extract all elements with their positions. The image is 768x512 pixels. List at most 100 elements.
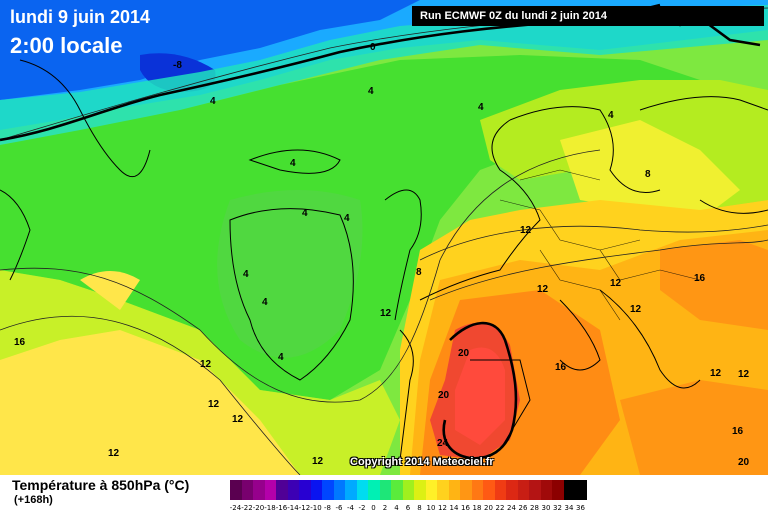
- colorbar-label: 12: [438, 504, 447, 512]
- colorbar-label: 8: [417, 504, 422, 512]
- yellow-zone-sw: [0, 330, 300, 475]
- iso-label: 16: [14, 337, 26, 348]
- colorbar-swatch: [575, 480, 587, 500]
- iso-label: 4: [262, 297, 268, 308]
- iso-label: 4: [608, 110, 614, 121]
- colorbar-swatch: [460, 480, 472, 500]
- colorbar-label: -18: [264, 504, 276, 512]
- colorbar-swatch: [552, 480, 564, 500]
- model-run-banner: Run ECMWF 0Z du lundi 2 juin 2014: [412, 6, 764, 26]
- colorbar-label: -24: [229, 504, 242, 512]
- colorbar-swatch: [563, 480, 575, 500]
- colorbar-swatch: [517, 480, 529, 500]
- colorbar-swatch: [230, 480, 242, 500]
- copyright: Copyright 2014 Meteociel.fr: [350, 456, 494, 468]
- colorbar-label: 18: [472, 504, 482, 512]
- colorbar-label: 32: [553, 504, 562, 512]
- orange-east: [660, 240, 768, 330]
- colorbar-swatch: [414, 480, 426, 500]
- iso-label: 24: [437, 438, 449, 449]
- colorbar-swatch: [299, 480, 311, 500]
- colorbar-label: 30: [541, 504, 551, 512]
- colorbar-label: -12: [298, 504, 311, 512]
- iso-label: 12: [380, 308, 392, 319]
- colorbar-label: 16: [461, 504, 470, 512]
- iso-label: 4: [368, 86, 374, 97]
- baltic-yellow: [560, 120, 740, 220]
- colorbar-swatch: [448, 480, 460, 500]
- yellow-zone-south: [80, 271, 140, 310]
- iso-label: 12: [710, 368, 722, 379]
- iso-label: 12: [232, 414, 244, 425]
- colorbar-swatch: [345, 480, 357, 500]
- iso-label: 12: [208, 399, 220, 410]
- colorbar-label: 34: [564, 504, 574, 512]
- colorbar-label: -20: [252, 504, 265, 512]
- forecast-date: lundi 9 juin 2014: [10, 7, 151, 27]
- iso-label: 16: [555, 362, 567, 373]
- colorbar-label: 0: [371, 504, 376, 512]
- colorbar-label: -8: [324, 504, 331, 512]
- colorbar-swatch: [241, 480, 253, 500]
- variable-title: Température à 850hPa (°C): [12, 477, 190, 493]
- iso-label: 20: [738, 457, 750, 468]
- iso-label: 4: [344, 213, 350, 224]
- iso-label: 20: [438, 390, 450, 401]
- iso-label: 20: [458, 348, 470, 359]
- iso-label: 4: [210, 96, 216, 107]
- colorbar-swatch: [483, 480, 495, 500]
- isotherm-zero: [0, 3, 661, 142]
- colorbar-label: -6: [335, 504, 343, 512]
- colorbar-swatch: [506, 480, 518, 500]
- colorbar-swatch: [391, 480, 403, 500]
- colorbar-label: 10: [426, 504, 436, 512]
- colorbar-label: 4: [394, 504, 399, 512]
- iso-label: 12: [610, 278, 622, 289]
- legend-footer: Température à 850hPa (°C) (+168h) -24 -22…: [0, 475, 768, 512]
- colorbar-label: 20: [484, 504, 493, 512]
- colorbar-label: -14: [287, 504, 299, 512]
- colorbar-swatch: [264, 480, 276, 500]
- colorbar-swatch: [287, 480, 299, 500]
- darker-green: [217, 190, 363, 358]
- isotherm-labels: 0 -8 4 4 4 4 8 12 12 16 12 12 12 12 16 1…: [14, 42, 750, 468]
- colorbar-swatch: [425, 480, 437, 500]
- colorbar-swatch: [494, 480, 506, 500]
- iso-label: 12: [630, 304, 642, 315]
- colorbar-label: -2: [358, 504, 366, 512]
- colorbar-label: 2: [382, 504, 388, 512]
- iso-label: 8: [416, 267, 422, 278]
- iso-label: 12: [312, 456, 324, 467]
- colorbar-label: -4: [347, 504, 354, 512]
- colorbar-swatch: [253, 480, 265, 500]
- cold-zone-deep: [0, 0, 420, 100]
- hot-core-inner: [455, 347, 505, 445]
- lead-time: (+168h): [14, 494, 53, 506]
- colorbar-swatch: [540, 480, 552, 500]
- colorbar-label: 24: [507, 504, 516, 512]
- colorbar-label: 26: [518, 504, 528, 512]
- colorbar-label: -10: [310, 504, 322, 512]
- colorbar-label: -22: [241, 504, 253, 512]
- iso-label: 12: [108, 448, 120, 459]
- cyan-band: [0, 5, 768, 145]
- colorbar-swatch: [276, 480, 288, 500]
- iso-label: 16: [732, 426, 744, 437]
- colorbar-swatch: [437, 480, 449, 500]
- colorbar-label: 28: [530, 504, 539, 512]
- colorbar-swatch: [379, 480, 391, 500]
- iso-label: 12: [738, 369, 750, 380]
- colorbar-label: 22: [495, 504, 505, 512]
- colorbar-swatch: [402, 480, 414, 500]
- colorbar-swatch: [471, 480, 483, 500]
- iso-label: 4: [290, 158, 296, 169]
- iso-label: 4: [302, 208, 308, 219]
- iso-label: 0: [370, 42, 376, 53]
- iso-label: 4: [278, 352, 284, 363]
- iso-label: 12: [520, 225, 532, 236]
- isotherm-twenty: [442, 321, 518, 460]
- colorbar-swatch: [529, 480, 541, 500]
- colorbar-swatch: [333, 480, 345, 500]
- borders: [499, 169, 701, 321]
- iso-label: 16: [694, 273, 706, 284]
